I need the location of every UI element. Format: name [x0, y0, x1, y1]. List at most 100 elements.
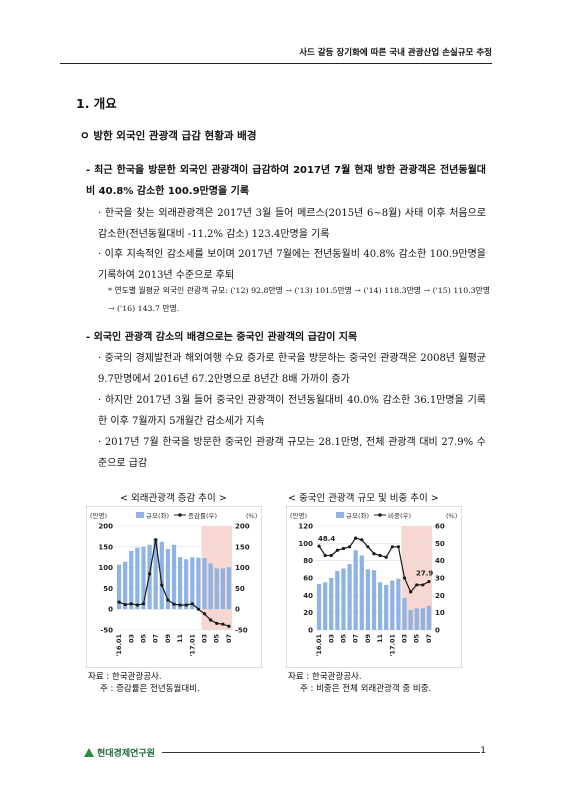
x-tick-label: 03	[327, 634, 335, 643]
line-point	[202, 612, 207, 616]
line-point	[147, 572, 152, 576]
left-tick-label: 50	[103, 585, 113, 593]
left-tick-label: 0	[308, 627, 313, 635]
legend-marker	[178, 513, 182, 517]
line-point	[123, 603, 127, 607]
legend-label: 증감률(우)	[188, 512, 217, 520]
right-tick-label: 200	[235, 523, 250, 531]
line-point	[227, 624, 231, 628]
line-point	[341, 546, 346, 551]
x-tick-label: '17.01	[388, 634, 396, 657]
left-tick-label: 200	[98, 523, 113, 531]
bar	[329, 578, 334, 630]
bar	[177, 557, 183, 610]
line-point	[396, 545, 401, 549]
right-tick-label: 60	[435, 523, 445, 531]
detail-paragraph-5: · 2017년 7월 한국을 방문한 중국인 관광객 규모는 28.1만명, 전…	[98, 437, 486, 469]
bar	[123, 561, 128, 610]
right-tick-label: 0	[435, 627, 440, 635]
left-tick-label: 150	[98, 543, 113, 551]
bar	[323, 582, 328, 630]
bar	[184, 559, 189, 610]
bar	[335, 571, 340, 630]
left-unit: (만명)	[90, 511, 107, 520]
data-label: 48.4	[318, 535, 335, 543]
detail-paragraph-2: · 이후 지속적인 감소세를 보이며 2017년 7월에는 전년동월비 40.8…	[98, 249, 486, 281]
right-tick-label: -50	[235, 627, 248, 635]
right-tick-label: 150	[235, 543, 250, 551]
x-tick-label: 09	[164, 634, 172, 644]
detail-paragraph-3: · 중국의 경제발전과 해외여행 수요 증가로 한국을 방문하는 중국인 관광객…	[98, 353, 486, 385]
bar	[220, 568, 225, 610]
x-tick-label: '17.01	[188, 634, 196, 657]
bullet-paragraph-2: - 외국인 관광객 감소의 배경으로는 중국인 관광객의 급감이 지목	[86, 332, 358, 343]
bar	[208, 563, 213, 610]
x-tick-label: 05	[139, 634, 147, 644]
line-point	[135, 603, 139, 607]
right-tick-label: 20	[435, 592, 445, 600]
line-point	[360, 538, 364, 542]
left-tick-label: -50	[100, 627, 113, 635]
bar	[226, 567, 232, 610]
x-tick-label: 03	[401, 634, 409, 643]
bar	[165, 548, 171, 610]
line-point	[409, 590, 413, 594]
page-number: 1	[480, 746, 486, 756]
line-point	[378, 553, 382, 558]
x-tick-label: 03	[201, 634, 209, 643]
line-point	[178, 603, 182, 607]
bullet-paragraph-1: - 최근 한국을 방문한 외국인 관광객이 급감하여 2017년 7월 현재 방…	[86, 165, 486, 197]
x-tick-label: 11	[176, 634, 184, 644]
legend-marker	[378, 513, 382, 517]
bar	[159, 541, 164, 610]
bar	[347, 564, 352, 630]
line-point	[402, 576, 407, 580]
bar	[353, 550, 358, 630]
line-point	[215, 621, 219, 625]
x-tick-label: 07	[352, 634, 360, 643]
legend-swatch-bar	[136, 512, 144, 518]
bar	[316, 584, 322, 630]
chart-2-source: 자료 : 한국관광공사. 주 : 비중은 전체 외래관광객 중 비중.	[288, 671, 431, 695]
running-header: 사드 갈등 장기화에 따른 국내 관광산업 손실규모 추정	[299, 48, 492, 58]
legend-label: 비중(우)	[388, 511, 411, 520]
right-tick-label: 40	[435, 557, 445, 565]
bar	[129, 550, 134, 610]
bar	[196, 557, 201, 610]
x-tick-label: 05	[339, 634, 347, 644]
line-point	[427, 580, 431, 584]
line-point	[196, 607, 201, 611]
right-unit: (%)	[446, 512, 457, 520]
chart-1-source: 자료 : 한국관광공사. 주 : 증감률은 전년동월대비.	[88, 671, 200, 695]
bar	[135, 547, 140, 610]
bar	[384, 584, 389, 630]
line-point	[190, 602, 194, 606]
bar	[420, 608, 425, 630]
line-point	[160, 583, 164, 587]
right-tick-label: 50	[235, 585, 245, 593]
chart-1-visitors: (만명) (%) 규모(좌) 증감률(우) 200 150 100 50 0 -50 200 150 1…	[86, 506, 262, 668]
line-point	[117, 600, 121, 604]
line-point	[184, 603, 188, 607]
right-tick-label: 30	[435, 575, 445, 583]
left-tick-label: 40	[303, 592, 313, 600]
bar	[153, 538, 158, 610]
line-point	[421, 583, 425, 587]
bar	[214, 568, 219, 610]
right-tick-label: 100	[235, 564, 250, 572]
chart-2-note-line: 주 : 비중은 전체 외래관광객 중 비중.	[300, 684, 432, 694]
bar	[371, 570, 377, 630]
x-tick-label: 05	[213, 634, 221, 644]
x-tick-label: 03	[127, 634, 135, 643]
line-point	[141, 602, 146, 606]
right-tick-label: 0	[235, 606, 240, 614]
bar	[426, 605, 432, 630]
bar	[116, 564, 122, 610]
left-tick-label: 0	[108, 606, 113, 614]
footer-logo: 현대경제연구원	[84, 746, 155, 759]
legend-label: 규모(좌)	[346, 511, 369, 520]
x-tick-label: 05	[413, 634, 421, 644]
bar	[396, 578, 401, 630]
line-point	[335, 548, 339, 552]
chart-2-title: < 중국인 관광객 규모 및 비중 추이 >	[288, 493, 439, 504]
